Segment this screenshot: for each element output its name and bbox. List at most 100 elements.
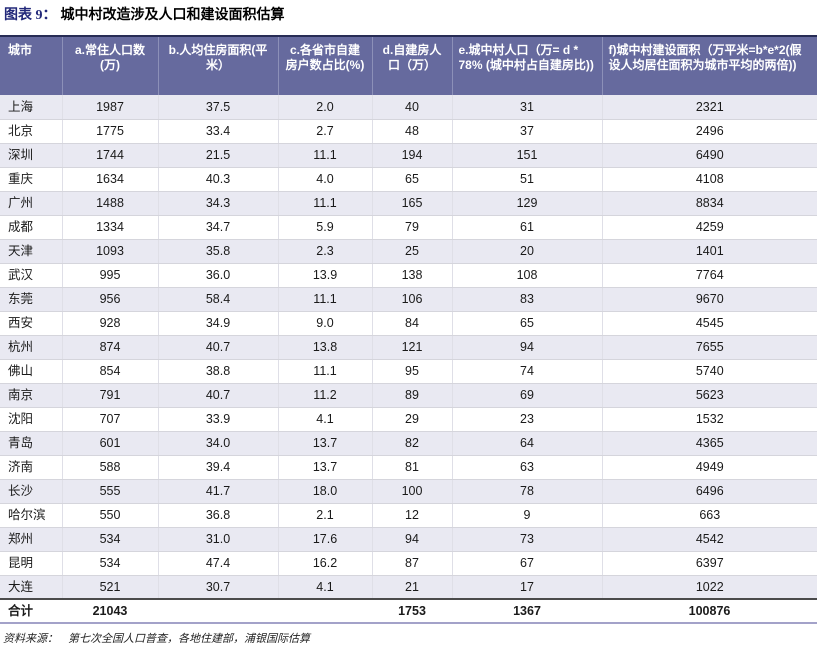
city-name-cell: 广州 [0, 191, 62, 216]
table-row: 武汉 995 36.0 13.9 138 108 7764 [0, 263, 817, 288]
value-cell-b: 37.5 [157, 95, 278, 120]
table-row: 沈阳 707 33.9 4.1 29 23 1532 [0, 407, 817, 432]
table-header-row: 城市 a.常住人口数(万) b.人均住房面积(平米） c.各省市自建房户数占比(%) d… [0, 36, 817, 95]
value-cell-a: 791 [61, 383, 158, 408]
value-cell-e: 151 [451, 143, 602, 168]
value-cell-e: 108 [451, 263, 602, 288]
table-row: 重庆 1634 40.3 4.0 65 51 4108 [0, 167, 817, 192]
value-cell-f: 6490 [601, 143, 817, 168]
value-cell-a: 534 [61, 527, 158, 552]
value-cell-d: 65 [371, 167, 452, 192]
value-cell-e: 20 [451, 239, 602, 264]
table-row: 天津 1093 35.8 2.3 25 20 1401 [0, 239, 817, 264]
table-row: 济南 588 39.4 13.7 81 63 4949 [0, 455, 817, 480]
table-row: 广州 1488 34.3 11.1 165 129 8834 [0, 191, 817, 216]
value-cell-f: 4108 [601, 167, 817, 192]
value-cell-d: 29 [371, 407, 452, 432]
value-cell-f: 4259 [601, 215, 817, 240]
value-cell-a: 1775 [61, 119, 158, 144]
value-cell-e: 64 [451, 431, 602, 456]
value-cell-c: 13.7 [277, 431, 372, 456]
value-cell-a: 555 [61, 479, 158, 504]
city-name-cell: 成都 [0, 215, 62, 240]
value-cell-e: 83 [451, 287, 602, 312]
value-cell-f: 7764 [601, 263, 817, 288]
value-cell-b: 36.0 [157, 263, 278, 288]
city-name-cell: 大连 [0, 575, 62, 600]
value-cell-e: 69 [451, 383, 602, 408]
value-cell-f: 4545 [601, 311, 817, 336]
value-cell-e: 31 [451, 95, 602, 120]
urban-village-estimate-table: 城市 a.常住人口数(万) b.人均住房面积(平米） c.各省市自建房户数占比(%) d… [0, 35, 817, 624]
value-cell-e: 94 [451, 335, 602, 360]
total-value-cell-f: 100876 [602, 598, 817, 624]
value-cell-b: 40.7 [157, 383, 278, 408]
city-name-cell: 天津 [0, 239, 62, 264]
city-name-cell: 济南 [0, 455, 62, 480]
city-name-cell: 青岛 [0, 431, 62, 456]
value-cell-a: 928 [61, 311, 158, 336]
total-value-cell-c [278, 598, 372, 624]
city-name-cell: 重庆 [0, 167, 62, 192]
value-cell-d: 40 [371, 95, 452, 120]
value-cell-a: 1334 [61, 215, 158, 240]
value-cell-a: 1987 [61, 95, 158, 120]
value-cell-d: 121 [371, 335, 452, 360]
value-cell-e: 17 [451, 575, 602, 600]
table-row: 东莞 956 58.4 11.1 106 83 9670 [0, 287, 817, 312]
column-header-e: e.城中村人口（万= d * 78% (城中村占自建房比)) [451, 36, 602, 95]
column-header-a: a.常住人口数(万) [61, 36, 158, 95]
table-row: 长沙 555 41.7 18.0 100 78 6496 [0, 479, 817, 504]
figure-number-label: 图表 9： [4, 8, 57, 23]
value-cell-a: 995 [61, 263, 158, 288]
city-name-cell: 佛山 [0, 359, 62, 384]
value-cell-d: 138 [371, 263, 452, 288]
value-cell-d: 12 [371, 503, 452, 528]
value-cell-a: 521 [61, 575, 158, 600]
value-cell-a: 1093 [61, 239, 158, 264]
value-cell-a: 956 [61, 287, 158, 312]
value-cell-d: 95 [371, 359, 452, 384]
value-cell-b: 47.4 [157, 551, 278, 576]
value-cell-a: 874 [61, 335, 158, 360]
value-cell-a: 550 [61, 503, 158, 528]
table-row: 郑州 534 31.0 17.6 94 73 4542 [0, 527, 817, 552]
value-cell-f: 1022 [601, 575, 817, 600]
value-cell-d: 21 [371, 575, 452, 600]
value-cell-a: 1744 [61, 143, 158, 168]
value-cell-d: 165 [371, 191, 452, 216]
value-cell-c: 2.7 [277, 119, 372, 144]
value-cell-b: 21.5 [157, 143, 278, 168]
value-cell-b: 58.4 [157, 287, 278, 312]
value-cell-e: 51 [451, 167, 602, 192]
figure-title: 图表 9： 城中村改造涉及人口和建设面积估算 [0, 0, 817, 26]
city-name-cell: 长沙 [0, 479, 62, 504]
value-cell-c: 13.8 [277, 335, 372, 360]
value-cell-f: 663 [601, 503, 817, 528]
value-cell-e: 129 [451, 191, 602, 216]
value-cell-a: 707 [61, 407, 158, 432]
value-cell-f: 8834 [601, 191, 817, 216]
column-header-city: 城市 [0, 36, 62, 95]
value-cell-c: 17.6 [277, 527, 372, 552]
total-value-cell-e: 1367 [452, 598, 602, 624]
table-header: 城市 a.常住人口数(万) b.人均住房面积(平米） c.各省市自建房户数占比(%) d… [0, 36, 817, 95]
value-cell-e: 63 [451, 455, 602, 480]
value-cell-c: 9.0 [277, 311, 372, 336]
value-cell-f: 2321 [601, 95, 817, 120]
value-cell-f: 6397 [601, 551, 817, 576]
total-value-cell-d: 1753 [372, 598, 452, 624]
total-label-cell: 合计 [0, 598, 62, 624]
value-cell-e: 61 [451, 215, 602, 240]
value-cell-a: 1634 [61, 167, 158, 192]
value-cell-c: 13.9 [277, 263, 372, 288]
value-cell-e: 65 [451, 311, 602, 336]
table-row: 西安 928 34.9 9.0 84 65 4545 [0, 311, 817, 336]
source-label: 资料来源： [3, 633, 58, 645]
value-cell-e: 73 [451, 527, 602, 552]
value-cell-c: 11.2 [277, 383, 372, 408]
value-cell-e: 37 [451, 119, 602, 144]
value-cell-c: 2.3 [277, 239, 372, 264]
value-cell-c: 11.1 [277, 191, 372, 216]
